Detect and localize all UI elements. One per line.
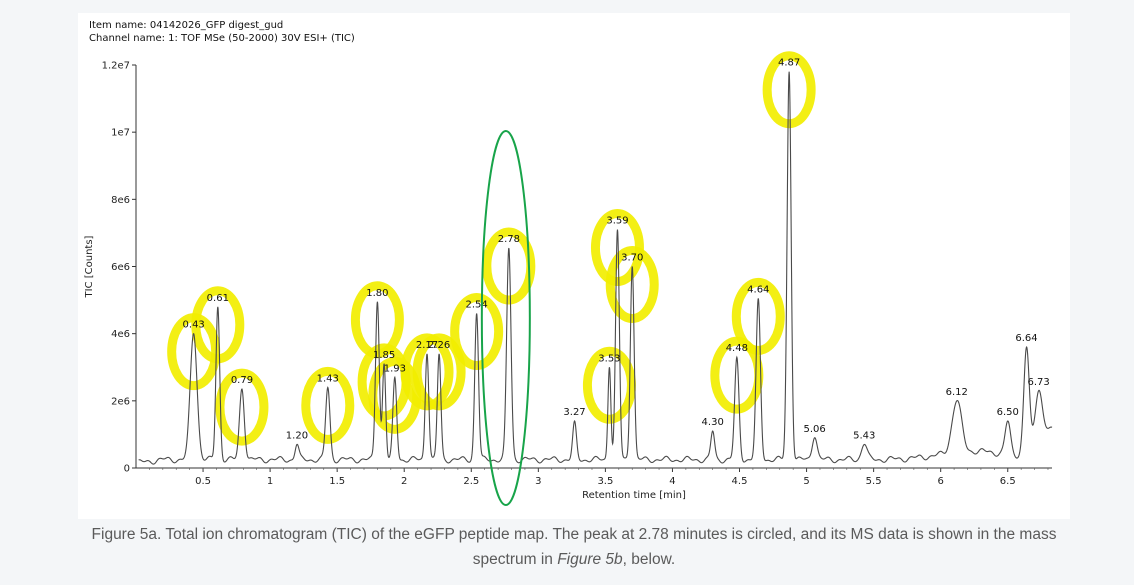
x-tick-label: 6 — [937, 476, 943, 487]
tic-trace — [138, 71, 1053, 465]
y-tick-label: 1e7 — [111, 128, 130, 139]
y-tick-label: 4e6 — [111, 329, 130, 340]
y-tick-label: 1.2e7 — [102, 61, 130, 72]
x-tick-label: 6.5 — [1000, 476, 1016, 487]
caption-tail: , below. — [622, 551, 676, 568]
highlight-mark — [368, 356, 422, 434]
x-tick-label: 1.5 — [329, 476, 345, 487]
peak-label: 5.06 — [803, 424, 825, 435]
highlight-mark — [412, 333, 466, 411]
y-tick-label: 6e6 — [111, 262, 130, 273]
y-tick-label: 2e6 — [111, 396, 130, 407]
peak-label: 1.43 — [317, 373, 339, 384]
x-tick-label: 5 — [803, 476, 809, 487]
circle-layer — [480, 130, 531, 507]
y-tick-label: 8e6 — [111, 195, 130, 206]
peak-label: 2.54 — [466, 300, 488, 311]
figure-caption: Figure 5a. Total ion chromatogram (TIC) … — [78, 522, 1070, 572]
highlight-mark — [731, 277, 785, 355]
peak-label: 3.27 — [563, 407, 585, 418]
item-name: Item name: 04142026_GFP digest_gud — [89, 20, 284, 31]
peak-label: 6.12 — [946, 387, 968, 398]
y-tick-label: 0 — [124, 464, 130, 475]
peak-label: 1.20 — [286, 430, 308, 441]
peak-label: 0.43 — [183, 320, 205, 331]
highlight-mark — [762, 51, 816, 129]
x-tick-label: 2 — [401, 476, 407, 487]
chromatogram-figure: Item name: 04142026_GFP digest_gud Chann… — [78, 13, 1070, 519]
x-axis-title: Retention time [min] — [582, 490, 686, 501]
peak-label: 0.79 — [231, 375, 253, 386]
highlight-layer — [167, 51, 816, 446]
highlight-mark — [450, 293, 504, 371]
axes-layer: 0.5 1 1.5 2 2.5 3 3.5 4 4.5 5 5.5 6 6.502e64e66e68e6… — [84, 61, 1052, 501]
peak-label: 6.50 — [997, 407, 1019, 418]
caption-text: Figure 5a. Total ion chromatogram (TIC) … — [91, 526, 1057, 568]
tic-chart: 0.5 1 1.5 2 2.5 3 3.5 4 4.5 5 5.5 6 6.502e64e66e68e6… — [84, 51, 1053, 507]
x-tick-label: 2.5 — [463, 476, 479, 487]
x-tick-label: 4.5 — [732, 476, 748, 487]
peak-label: 2.26 — [428, 340, 450, 351]
highlight-mark — [582, 346, 636, 424]
peak-label: 3.53 — [598, 353, 620, 364]
circled-peak-outline — [480, 130, 531, 507]
caption-figure-ref: Figure 5b — [557, 551, 623, 568]
peak-label: 4.87 — [778, 58, 800, 69]
peak-label: 3.70 — [621, 253, 643, 264]
x-tick-label: 1 — [267, 476, 273, 487]
peak-label: 4.48 — [726, 343, 748, 354]
x-tick-label: 5.5 — [866, 476, 882, 487]
peak-label: 4.30 — [702, 417, 724, 428]
peak-label-layer: 0.43 0.61 0.79 1.20 1.43 1.80 1.85 1.93 2.172.26… — [183, 58, 1050, 442]
channel-name: Channel name: 1: TOF MSe (50-2000) 30V E… — [89, 33, 355, 44]
peak-label: 6.64 — [1015, 333, 1037, 344]
y-axis-title: TIC [Counts] — [84, 235, 95, 298]
x-tick-label: 0.5 — [195, 476, 211, 487]
peak-label: 4.64 — [747, 284, 769, 295]
highlight-mark — [605, 246, 659, 323]
peak-label: 2.78 — [498, 234, 520, 245]
peak-label: 1.93 — [384, 363, 406, 374]
peak-label: 3.59 — [606, 216, 628, 227]
x-tick-label: 4 — [669, 476, 675, 487]
highlight-mark — [482, 227, 536, 305]
highlight-mark — [710, 336, 764, 414]
highlight-mark — [191, 286, 245, 364]
peak-label: 1.80 — [366, 288, 388, 299]
highlight-mark — [301, 366, 355, 444]
peak-label: 6.73 — [1027, 377, 1049, 388]
peak-label: 1.85 — [373, 350, 395, 361]
x-tick-label: 3.5 — [597, 476, 613, 487]
x-tick-label: 3 — [535, 476, 541, 487]
peak-label: 5.43 — [853, 430, 875, 441]
highlight-mark — [215, 368, 269, 446]
peak-label: 2.17 — [416, 340, 438, 351]
peak-label: 0.61 — [207, 293, 229, 304]
